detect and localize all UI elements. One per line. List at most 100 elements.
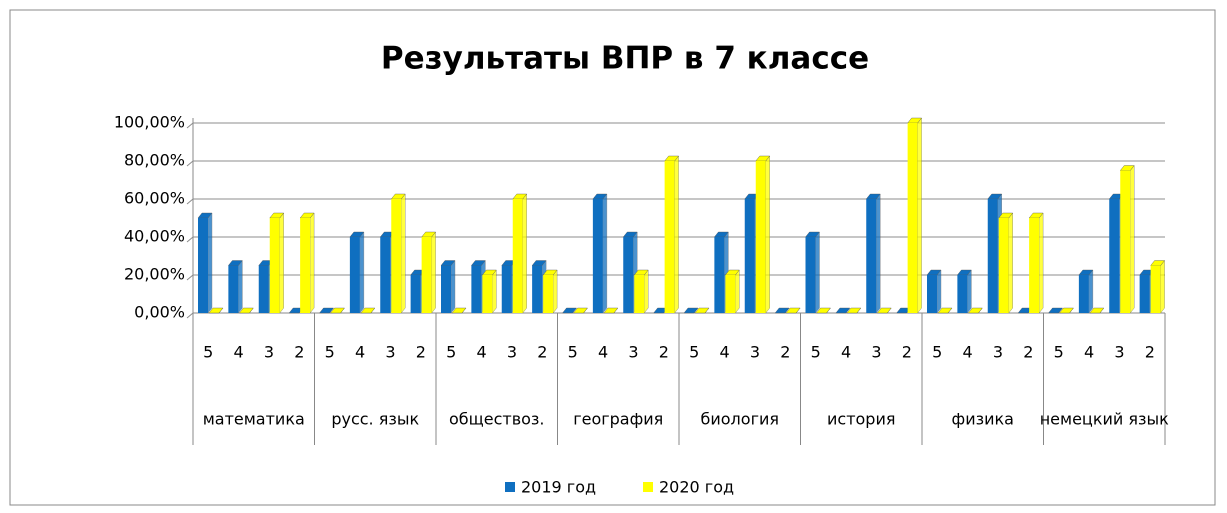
grid-line — [186, 274, 1165, 281]
group-label: биология — [701, 410, 780, 429]
x-tick-label: 4 — [962, 343, 972, 362]
x-tick-label: 3 — [750, 343, 760, 362]
grid-line — [186, 160, 1165, 167]
x-tick-label: 5 — [1054, 343, 1064, 362]
bar-top — [816, 307, 831, 314]
bar-top — [774, 307, 790, 314]
bar-top — [360, 307, 376, 314]
bar-side — [1038, 212, 1044, 314]
bar-top — [238, 307, 254, 314]
bar-top — [451, 307, 467, 314]
bar — [987, 199, 998, 313]
bar-top — [937, 307, 953, 314]
bar-side — [674, 155, 679, 314]
bar-side — [876, 193, 881, 314]
bar-side — [1008, 212, 1013, 314]
bar-top — [319, 307, 334, 314]
bar-top — [876, 307, 892, 314]
bar-side — [1130, 164, 1135, 314]
y-tick-label: 60,00% — [124, 189, 185, 208]
bar-side — [917, 117, 922, 314]
bar — [380, 237, 391, 313]
group-label: русс. язык — [331, 410, 419, 429]
x-tick-label: 2 — [537, 343, 547, 362]
bar — [957, 275, 968, 313]
grid-line — [186, 198, 1165, 205]
bar-side — [765, 155, 770, 314]
x-tick-label: 5 — [568, 343, 578, 362]
bar-side — [401, 193, 406, 314]
bar — [927, 275, 937, 313]
group-label: обществоз. — [449, 410, 545, 429]
bar-top — [967, 307, 983, 314]
grid-line — [186, 122, 1165, 129]
bar — [907, 123, 918, 313]
y-tick-label: 0,00% — [134, 303, 185, 322]
bar-side — [492, 269, 497, 314]
bar-side — [967, 269, 972, 314]
x-tick-label: 4 — [476, 343, 486, 362]
x-tick-label: 2 — [1023, 343, 1033, 362]
bar-side — [815, 231, 820, 314]
x-tick-label: 4 — [233, 343, 243, 362]
x-tick-label: 3 — [264, 343, 274, 362]
bar — [592, 199, 603, 313]
x-tick-label: 4 — [355, 343, 365, 362]
bar-top — [573, 307, 588, 314]
x-tick-label: 5 — [932, 343, 942, 362]
bar-side — [431, 231, 436, 314]
bar — [532, 265, 543, 313]
bar-top — [694, 307, 710, 314]
bar-side — [279, 212, 284, 314]
x-tick-label: 4 — [719, 343, 729, 362]
bar — [228, 265, 239, 313]
x-tick-label: 3 — [1114, 343, 1124, 362]
bar-side — [936, 269, 942, 314]
x-tick-label: 4 — [598, 343, 608, 362]
bar — [866, 199, 877, 313]
legend-label: 2019 год — [521, 478, 596, 497]
bar-top — [208, 307, 224, 314]
bar — [805, 237, 816, 313]
bar-top — [846, 307, 862, 314]
bar — [1120, 170, 1131, 313]
y-tick-label: 40,00% — [124, 227, 185, 246]
bar — [714, 237, 725, 313]
x-tick-label: 5 — [203, 343, 213, 362]
x-tick-label: 2 — [294, 343, 304, 362]
bar — [623, 237, 634, 313]
bar — [543, 275, 554, 313]
bar — [198, 218, 208, 313]
x-tick-label: 3 — [385, 343, 395, 362]
x-tick-label: 2 — [902, 343, 912, 362]
bar-side — [1088, 269, 1094, 314]
legend-swatch — [643, 482, 653, 492]
bar-top — [785, 307, 801, 314]
bar — [441, 265, 451, 313]
x-tick-label: 5 — [325, 343, 335, 362]
bar — [1029, 218, 1040, 313]
bar — [391, 199, 402, 313]
bar — [482, 275, 493, 313]
x-tick-label: 4 — [841, 343, 851, 362]
group-label: история — [827, 410, 895, 429]
bar-top — [835, 307, 851, 314]
bar-side — [1160, 259, 1165, 314]
bar — [258, 265, 269, 313]
bar — [744, 199, 755, 313]
bar — [998, 218, 1009, 313]
x-tick-label: 5 — [689, 343, 699, 362]
bar-side — [359, 231, 365, 314]
bar-side — [522, 193, 527, 314]
bar — [1078, 275, 1089, 313]
bar-top — [603, 307, 619, 314]
legend-label: 2020 год — [659, 478, 734, 497]
bar — [269, 218, 280, 313]
bar-top — [1089, 307, 1105, 314]
y-tick-label: 80,00% — [124, 151, 185, 170]
x-tick-label: 3 — [871, 343, 881, 362]
x-tick-label: 2 — [659, 343, 669, 362]
bar — [1139, 275, 1150, 313]
group-label: география — [573, 410, 663, 429]
chart-title: Результаты ВПР в 7 классе — [381, 41, 869, 77]
